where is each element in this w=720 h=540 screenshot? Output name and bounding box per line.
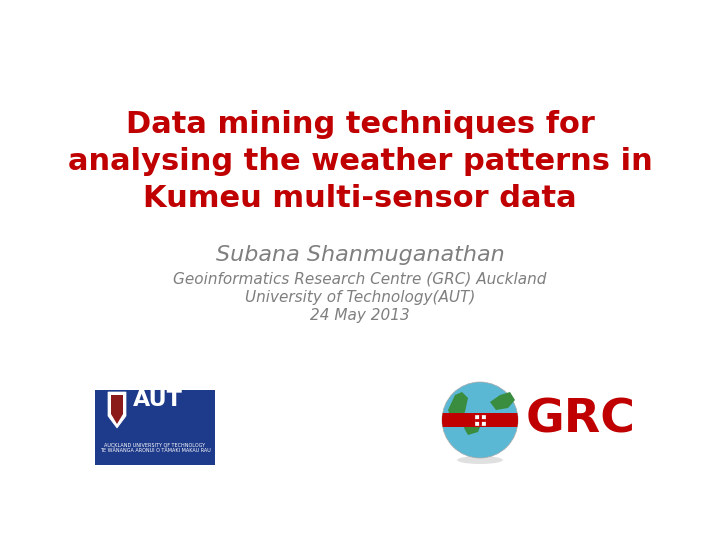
FancyBboxPatch shape — [442, 413, 518, 427]
Polygon shape — [448, 392, 468, 422]
Text: Data mining techniques for
analysing the weather patterns in
Kumeu multi-sensor : Data mining techniques for analysing the… — [68, 110, 652, 213]
Polygon shape — [111, 395, 123, 424]
FancyBboxPatch shape — [95, 390, 215, 465]
Text: 24 May 2013: 24 May 2013 — [310, 308, 410, 323]
Text: Subana Shanmuganathan: Subana Shanmuganathan — [215, 245, 505, 265]
Text: University of Technology(AUT): University of Technology(AUT) — [245, 290, 475, 305]
Text: AUT: AUT — [133, 390, 183, 410]
Text: GRC: GRC — [526, 397, 636, 442]
Ellipse shape — [457, 456, 503, 464]
Polygon shape — [108, 392, 126, 428]
FancyBboxPatch shape — [475, 415, 485, 425]
Text: AUCKLAND UNIVERSITY OF TECHNOLOGY
TE WĀNANGA ARONUI O TĀMAKI MAKAU RAU: AUCKLAND UNIVERSITY OF TECHNOLOGY TE WĀN… — [99, 443, 210, 454]
Text: Geoinformatics Research Centre (GRC) Auckland: Geoinformatics Research Centre (GRC) Auc… — [174, 272, 546, 287]
Circle shape — [442, 382, 518, 458]
Polygon shape — [490, 392, 515, 410]
Polygon shape — [464, 415, 482, 435]
